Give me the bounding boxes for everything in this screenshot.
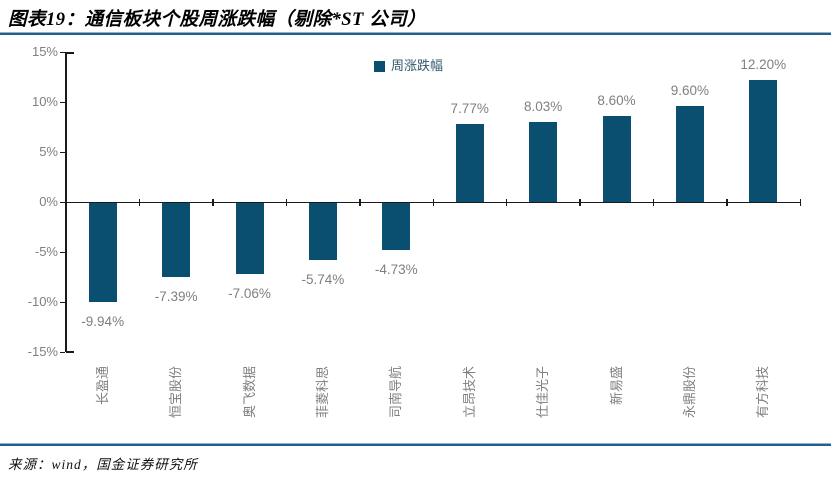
x-axis-label: 永鼎股份 (681, 366, 697, 419)
axis-top-cap (66, 52, 74, 54)
x-axis-label: 奥飞数据 (241, 366, 257, 419)
value-label: 8.60% (597, 93, 636, 108)
y-axis-tick (60, 151, 65, 153)
legend-label: 周涨跌幅 (391, 58, 444, 73)
value-label: 12.20% (740, 57, 787, 72)
y-axis-tick (60, 201, 65, 203)
x-axis-label: 长盈通 (94, 366, 110, 406)
bar (88, 203, 117, 303)
value-label: 9.60% (670, 83, 710, 98)
figure-title: 图表19：通信板块个股周涨跌幅（剔除*ST 公司） (8, 10, 426, 30)
x-axis-tick (505, 198, 508, 206)
bar (382, 203, 411, 251)
y-axis-tick (60, 101, 65, 103)
y-axis-tick (60, 51, 65, 53)
x-axis-tick (799, 198, 801, 206)
x-axis-label: 恒宝股份 (168, 366, 184, 419)
x-axis-tick (726, 198, 728, 206)
x-axis-tick (432, 198, 434, 206)
footer-rule (0, 443, 831, 446)
y-axis-tick (60, 251, 65, 253)
x-axis-tick (359, 198, 361, 206)
y-axis-label: -10% (27, 294, 58, 309)
legend: 周涨跌幅 (374, 59, 443, 73)
value-label: -4.73% (374, 262, 418, 278)
x-axis-tick (285, 198, 288, 206)
title-rule (0, 32, 831, 35)
legend-swatch-icon (374, 60, 385, 72)
x-axis-label: 司南导航 (388, 366, 404, 419)
y-axis-label: -15% (27, 344, 58, 359)
bar (675, 106, 704, 202)
x-axis-label: 立昂技术 (461, 366, 477, 419)
bar (308, 203, 337, 261)
value-label: -7.06% (228, 285, 271, 301)
bar (235, 203, 264, 274)
x-axis-label: 仕佳光子 (535, 366, 551, 419)
bar (455, 124, 484, 202)
y-axis-label: 0% (39, 194, 58, 209)
y-axis-label: 15% (31, 44, 58, 59)
x-axis-tick (138, 198, 141, 206)
source-text: 来源：wind，国金证券研究所 (8, 457, 198, 472)
y-axis-label: -5% (34, 244, 58, 259)
y-axis-label: 10% (31, 94, 58, 109)
bar (162, 203, 191, 277)
y-axis-line (65, 52, 67, 352)
bar (749, 80, 778, 202)
bar (529, 121, 558, 202)
x-axis-label: 新易盛 (608, 366, 624, 406)
value-label: -7.39% (154, 288, 198, 304)
x-axis-label: 有方科技 (755, 366, 771, 419)
y-axis-tick (60, 301, 65, 303)
x-axis-tick (212, 198, 214, 206)
bar (602, 116, 631, 202)
axis-bottom-cap (66, 351, 74, 353)
value-label: -9.94% (81, 314, 125, 330)
x-axis-tick (579, 198, 581, 206)
x-axis-tick (652, 198, 655, 206)
y-axis-tick (60, 351, 65, 353)
x-axis-label: 菲菱科思 (314, 366, 330, 419)
value-label: 7.77% (450, 101, 489, 117)
y-axis-label: 5% (39, 144, 58, 159)
value-label: 8.03% (523, 98, 563, 114)
value-label: -5.74% (301, 272, 345, 288)
